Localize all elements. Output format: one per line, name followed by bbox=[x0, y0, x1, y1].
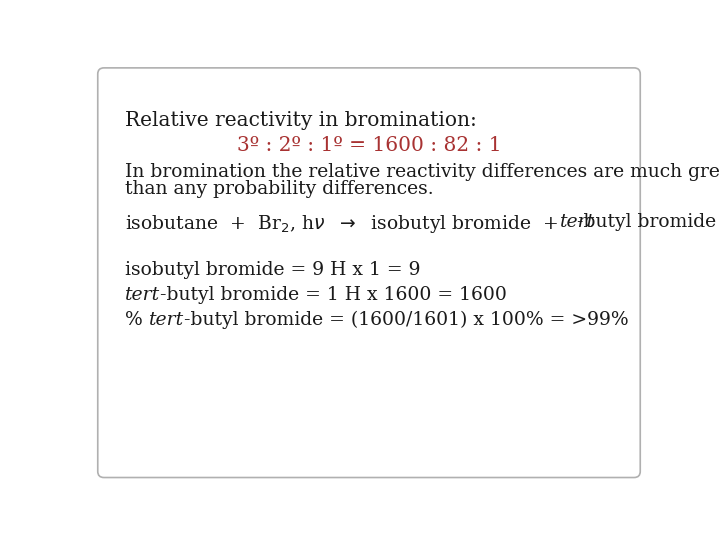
Text: isobutyl bromide = 9 H x 1 = 9: isobutyl bromide = 9 H x 1 = 9 bbox=[125, 261, 420, 279]
Text: tert: tert bbox=[148, 311, 184, 329]
Text: -butyl bromide = 1 H x 1600 = 1600: -butyl bromide = 1 H x 1600 = 1600 bbox=[160, 286, 507, 304]
Text: tert: tert bbox=[125, 286, 160, 304]
FancyBboxPatch shape bbox=[98, 68, 640, 477]
Text: In bromination the relative reactivity differences are much greater: In bromination the relative reactivity d… bbox=[125, 163, 720, 180]
Text: than any probability differences.: than any probability differences. bbox=[125, 179, 433, 198]
Text: isobutane  +  Br$_2$, h$\nu$  $\rightarrow$  isobutyl bromide  +: isobutane + Br$_2$, h$\nu$ $\rightarrow$… bbox=[125, 213, 560, 235]
Text: tert: tert bbox=[560, 213, 595, 231]
Text: %: % bbox=[125, 311, 148, 329]
Text: 3º : 2º : 1º = 1600 : 82 : 1: 3º : 2º : 1º = 1600 : 82 : 1 bbox=[237, 136, 501, 154]
Text: -butyl bromide = (1600/1601) x 100% = >99%: -butyl bromide = (1600/1601) x 100% = >9… bbox=[184, 311, 629, 329]
Text: Relative reactivity in bromination:: Relative reactivity in bromination: bbox=[125, 111, 477, 130]
Text: -butyl bromide: -butyl bromide bbox=[577, 213, 716, 231]
